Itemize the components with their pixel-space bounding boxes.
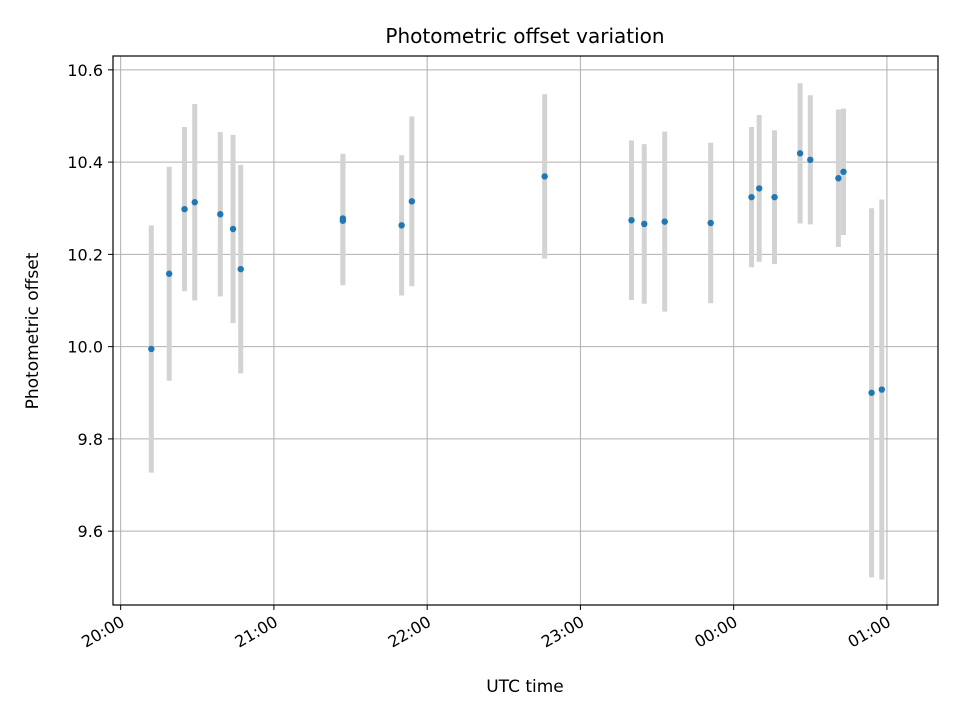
y-tick-label: 9.8	[78, 430, 103, 449]
data-point	[217, 211, 224, 218]
y-tick-label: 10.6	[67, 61, 103, 80]
data-point	[868, 389, 875, 396]
data-point	[748, 193, 755, 201]
data-point	[181, 205, 188, 213]
data-point	[398, 222, 405, 229]
chart-title: Photometric offset variation	[385, 24, 664, 48]
y-axis-label: Photometric offset	[23, 252, 43, 409]
data-point	[835, 175, 842, 182]
y-tick-label: 9.6	[78, 522, 103, 541]
data-point	[878, 386, 886, 393]
y-axis-ticks: 9.6 9.8 10.0 10.2 10.4 10.6	[67, 61, 113, 541]
data-point	[229, 225, 237, 233]
data-point	[191, 199, 198, 206]
data-point	[541, 173, 548, 180]
grid-layer	[113, 56, 938, 605]
plot-frame	[112, 55, 939, 606]
point-layer	[148, 150, 886, 396]
data-point	[237, 265, 244, 273]
data-point	[628, 217, 635, 224]
data-point	[807, 156, 814, 164]
data-point	[339, 217, 347, 224]
data-point	[771, 193, 778, 201]
data-point	[840, 168, 847, 175]
data-point	[641, 220, 648, 228]
y-tick-label: 10.2	[67, 245, 103, 264]
data-point	[408, 198, 416, 205]
data-point	[707, 219, 714, 227]
data-point	[148, 345, 155, 353]
data-point	[165, 270, 173, 277]
data-point	[796, 150, 804, 157]
y-tick-label: 10.4	[67, 153, 103, 172]
x-axis-label: UTC time	[486, 677, 564, 697]
data-point	[756, 185, 763, 192]
y-tick-label: 10.0	[67, 338, 103, 357]
data-point	[661, 218, 668, 225]
